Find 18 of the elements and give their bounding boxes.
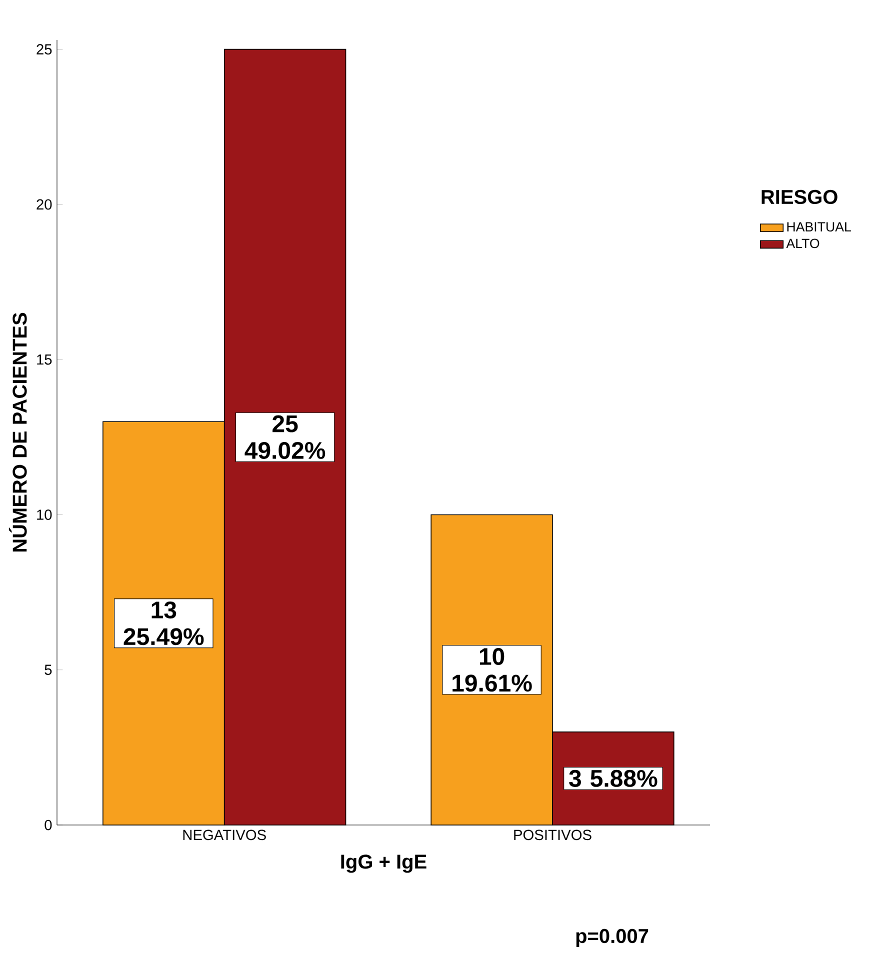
legend-label: HABITUAL — [787, 222, 851, 232]
x-axis-title: IgG + IgE — [341, 854, 426, 873]
text: p=0.007 — [576, 928, 648, 948]
y-tick-label: 15 — [37, 354, 52, 365]
y-axis-title: NÚMERO DE PACIENTES — [8, 312, 27, 552]
legend-title: RIESGO — [762, 190, 838, 204]
y-tick-label: 25 — [36, 44, 52, 54]
x-tick-label: NEGATIVOS — [183, 830, 266, 840]
y-tick-label: 5 — [44, 664, 52, 675]
y-tick-label: 0 — [44, 820, 52, 830]
data-label: 13 25.49% — [124, 601, 204, 646]
x-tick-label: POSITIVOS — [514, 830, 592, 840]
y-tick-label: 20 — [36, 199, 52, 210]
data-label: 10 19.61% — [452, 648, 532, 692]
data-label: 25 49.02% — [244, 415, 326, 459]
data-label: 3 5.88% — [569, 770, 658, 787]
legend-label: ALTO — [786, 238, 820, 248]
y-tick-label: 10 — [37, 510, 52, 520]
